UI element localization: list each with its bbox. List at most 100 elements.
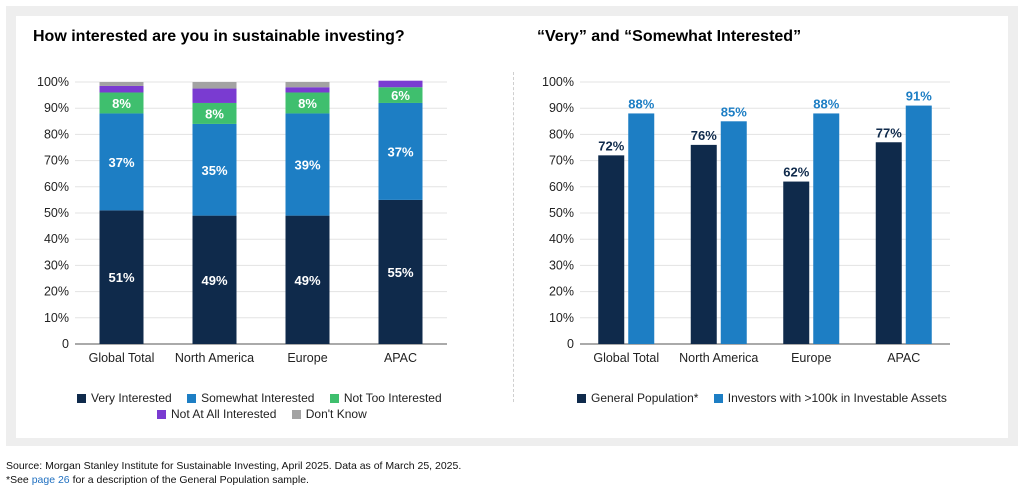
bar-segment-somewhat xyxy=(378,102,423,200)
x-tick-label: Europe xyxy=(287,351,327,365)
legend-swatch xyxy=(329,394,339,403)
bar-segment-somewhat xyxy=(192,123,237,216)
bar-general xyxy=(690,144,717,344)
legend-label: Somewhat Interested xyxy=(201,391,315,405)
bar-segment-dont_know xyxy=(99,82,144,86)
left-chart-title: How interested are you in sustainable in… xyxy=(33,28,405,45)
bar-segment-dont_know xyxy=(285,82,330,88)
legend-label: Investors with >100k in Investable Asset… xyxy=(727,391,947,405)
y-tick-label: 10% xyxy=(549,311,574,325)
x-tick-label: North America xyxy=(175,351,254,365)
x-tick-label: Europe xyxy=(791,351,831,365)
sample-note: *See page 26 for a description of the Ge… xyxy=(6,474,309,486)
legend-somewhat-interested: Somewhat Interested xyxy=(187,390,314,406)
bar-segment-not_too xyxy=(285,92,330,114)
bar-segment-not_at_all xyxy=(192,88,237,103)
legend-swatch xyxy=(577,394,586,403)
sample-note-prefix: *See xyxy=(6,474,32,486)
y-tick-label: 50% xyxy=(44,206,69,220)
bar-segment-very xyxy=(285,215,330,344)
bar-investors xyxy=(813,113,840,344)
bar-general xyxy=(783,181,810,344)
data-label: 88% xyxy=(628,96,654,111)
x-tick-label: North America xyxy=(679,351,758,365)
y-tick-label: 90% xyxy=(44,101,69,115)
data-label: 37% xyxy=(387,144,413,159)
legend-swatch xyxy=(77,394,86,403)
x-tick-label: Global Total xyxy=(89,351,155,365)
bar-segment-somewhat xyxy=(285,113,330,216)
data-label: 72% xyxy=(598,138,624,153)
legend-not-at-all-interested: Not At All Interested xyxy=(157,406,276,422)
bar-general xyxy=(875,142,902,344)
bar-general xyxy=(598,155,625,344)
y-tick-label: 20% xyxy=(44,285,69,299)
bar-segment-not_at_all xyxy=(285,87,330,93)
page-link[interactable]: page 26 xyxy=(31,474,70,486)
x-tick-label: APAC xyxy=(887,351,920,365)
data-label: 51% xyxy=(108,270,134,285)
sample-note-suffix: for a description of the General Populat… xyxy=(69,474,309,486)
y-tick-label: 50% xyxy=(549,206,574,220)
legend-label: Very Interested xyxy=(91,391,172,405)
y-tick-label: 0 xyxy=(62,337,69,351)
data-label: 88% xyxy=(813,96,839,111)
source-note: Source: Morgan Stanley Institute for Sus… xyxy=(6,460,462,472)
y-tick-label: 60% xyxy=(549,180,574,194)
legend-label: Don't Know xyxy=(305,407,367,421)
data-label: 8% xyxy=(298,96,317,111)
data-label: 91% xyxy=(906,89,932,104)
legend-swatch xyxy=(713,394,723,403)
chart-divider xyxy=(513,72,514,402)
y-tick-label: 100% xyxy=(37,75,69,89)
y-tick-label: 30% xyxy=(44,258,69,272)
bar-investors xyxy=(905,105,932,344)
report-panel xyxy=(6,6,1018,446)
y-tick-label: 80% xyxy=(44,127,69,141)
y-tick-label: 70% xyxy=(549,154,574,168)
bar-segment-very xyxy=(99,210,144,344)
y-tick-label: 40% xyxy=(549,232,574,246)
data-label: 62% xyxy=(783,165,809,180)
legend-dont-know: Don't Know xyxy=(291,406,367,422)
right-chart-title: “Very” and “Somewhat Interested” xyxy=(537,28,802,45)
legend-label: General Population* xyxy=(591,391,699,405)
legend-swatch xyxy=(187,394,197,403)
x-tick-label: Global Total xyxy=(593,351,659,365)
legend-swatch xyxy=(157,410,166,419)
data-label: 85% xyxy=(721,104,747,119)
y-tick-label: 80% xyxy=(549,127,574,141)
y-tick-label: 60% xyxy=(44,180,69,194)
legend-investors: Investors with >100k in Investable Asset… xyxy=(713,390,947,406)
data-label: 8% xyxy=(112,96,131,111)
data-label: 39% xyxy=(294,158,320,173)
data-label: 77% xyxy=(876,125,902,140)
data-label: 6% xyxy=(391,88,410,103)
bar-segment-not_too xyxy=(378,87,423,103)
legend-not-too-interested: Not Too Interested xyxy=(329,390,442,406)
bar-segment-very xyxy=(192,215,237,344)
bar-segment-not_at_all xyxy=(378,80,423,88)
right-chart-legend: General Population* Investors with >100k… xyxy=(577,390,959,406)
bar-segment-somewhat xyxy=(99,113,144,211)
data-label: 55% xyxy=(387,265,413,280)
legend-general-population: General Population* xyxy=(577,390,698,406)
y-tick-label: 70% xyxy=(44,154,69,168)
y-tick-label: 0 xyxy=(567,337,574,351)
bar-investors xyxy=(720,121,747,344)
legend-very-interested: Very Interested xyxy=(77,390,172,406)
bar-segment-not_at_all xyxy=(99,85,144,93)
legend-label: Not Too Interested xyxy=(343,391,442,405)
bar-segment-dont_know xyxy=(192,82,237,89)
bar-investors xyxy=(628,113,655,344)
data-label: 49% xyxy=(201,273,227,288)
y-tick-label: 40% xyxy=(44,232,69,246)
y-tick-label: 20% xyxy=(549,285,574,299)
x-tick-label: APAC xyxy=(384,351,417,365)
left-chart-legend: Very Interested Somewhat Interested Not … xyxy=(77,390,454,422)
legend-swatch xyxy=(291,410,301,419)
y-tick-label: 10% xyxy=(44,311,69,325)
data-label: 76% xyxy=(691,128,717,143)
